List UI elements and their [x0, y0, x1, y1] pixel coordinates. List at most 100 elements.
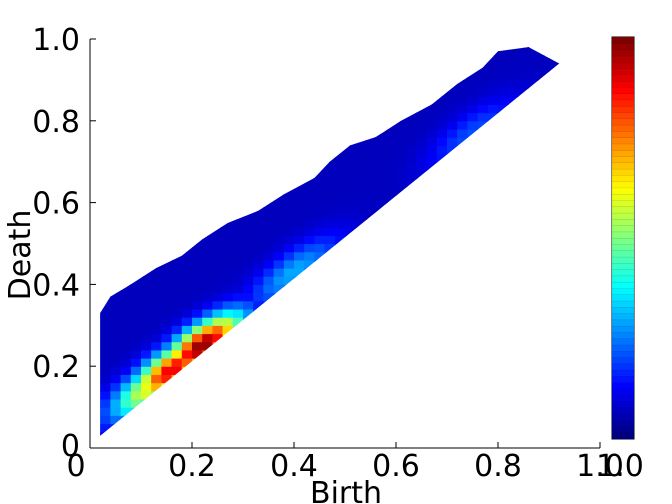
heat-cell [416, 47, 428, 56]
heat-cell [324, 194, 336, 204]
heat-cell [100, 382, 111, 392]
heat-cell [365, 145, 377, 155]
heat-cell [355, 145, 366, 155]
heat-cell [396, 178, 407, 187]
heat-cell [549, 47, 560, 48]
heat-cell [243, 259, 254, 269]
heat-cell [273, 120, 285, 130]
heat-cell [283, 79, 295, 89]
heat-cell [263, 112, 275, 122]
heat-cell [334, 145, 346, 155]
heat-cell [212, 120, 224, 130]
heat-cell [273, 47, 285, 48]
heat-cell [283, 210, 295, 220]
heat-cell [477, 79, 489, 89]
heat-cell [130, 382, 142, 392]
heat-cell [314, 210, 326, 220]
heat-cell [130, 137, 142, 146]
heat-cell [192, 96, 203, 106]
heat-cell [375, 96, 387, 106]
heat-cell [232, 284, 244, 294]
heat-cell [253, 259, 264, 269]
heat-cell [334, 178, 346, 187]
heat-cell [100, 194, 101, 204]
heat-cell [232, 300, 244, 310]
heat-cell [202, 349, 213, 359]
heat-cell [345, 145, 356, 155]
heat-cell [100, 96, 101, 106]
heat-cell [426, 55, 438, 65]
heat-cell [253, 104, 264, 114]
heat-cell [253, 194, 264, 204]
heat-cell [508, 112, 519, 122]
heat-cell [447, 112, 458, 122]
heat-cell [253, 268, 264, 277]
heat-cell [304, 202, 315, 212]
heat-cell [100, 104, 111, 114]
heat-cell [508, 55, 519, 65]
heat-cell [171, 349, 183, 359]
heat-cell [253, 145, 264, 155]
heat-cell [324, 79, 336, 89]
heat-cell [232, 96, 244, 106]
heat-cell [457, 47, 468, 48]
heat-cell [304, 227, 315, 236]
heat-cell [314, 169, 326, 179]
heat-cell [181, 366, 193, 375]
heat-cell [130, 259, 142, 269]
heat-cell [396, 104, 407, 114]
heat-cell [324, 251, 336, 261]
heat-cell [130, 88, 142, 97]
heat-cell [110, 423, 122, 433]
heat-cell [294, 259, 305, 269]
heat-cell [192, 161, 203, 171]
heat-cell [151, 47, 162, 48]
heat-cell [334, 88, 346, 97]
heat-cell [416, 153, 428, 163]
x-tick-label: 0 [66, 449, 85, 484]
heat-cell [396, 79, 407, 89]
heat-cell [253, 88, 264, 97]
heat-cell [385, 47, 397, 48]
heat-cell [130, 268, 142, 277]
heat-cell [457, 128, 468, 138]
heat-cell [467, 55, 479, 65]
heat-cell [345, 47, 356, 48]
heat-cell [243, 47, 254, 56]
heat-cell [426, 120, 438, 130]
heat-cell [232, 194, 244, 204]
heat-cell [590, 39, 601, 48]
heat-cell [283, 120, 295, 130]
heat-cell [202, 120, 213, 130]
heat-cell [243, 55, 254, 65]
heat-cell [141, 137, 152, 146]
heat-cell [222, 341, 234, 351]
heat-cell [202, 259, 213, 269]
heat-cell [151, 169, 162, 179]
heat-cell [120, 268, 132, 277]
heat-cell [243, 292, 254, 302]
heat-cell [202, 186, 213, 196]
colorbar-cell [611, 244, 635, 252]
heat-cell [222, 96, 234, 106]
heat-cell [273, 292, 285, 302]
heat-cell [436, 137, 448, 146]
heat-cell [212, 341, 224, 351]
heat-cell [151, 194, 162, 204]
heat-cell [283, 186, 295, 196]
heat-cell [436, 120, 448, 130]
colorbar-cell [611, 288, 635, 295]
heat-cell [202, 268, 213, 277]
heat-cell [253, 79, 264, 89]
heat-cell [314, 227, 326, 236]
heat-cell [294, 145, 305, 155]
heat-cell [212, 308, 224, 318]
heat-cell [416, 47, 428, 48]
heat-cell [528, 63, 540, 73]
heat-cell [202, 47, 213, 56]
heat-cell [141, 333, 152, 343]
heat-cell [141, 47, 152, 56]
colorbar-cell [611, 118, 635, 126]
heat-cell [232, 251, 244, 261]
heat-cell [100, 300, 111, 310]
